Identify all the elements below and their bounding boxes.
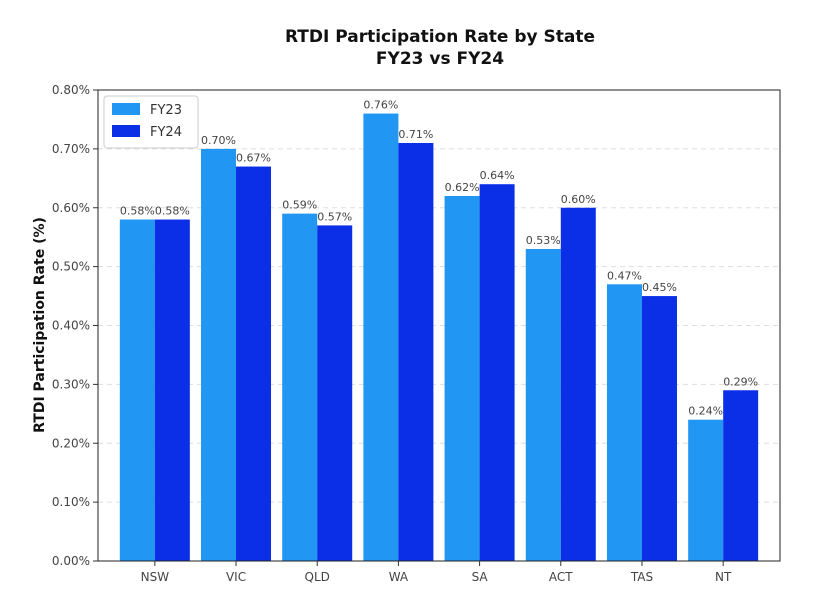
legend-label-fy23: FY23: [150, 103, 182, 118]
x-tick-label: WA: [389, 570, 409, 584]
data-label: 0.47%: [607, 269, 642, 282]
data-label: 0.62%: [445, 181, 480, 194]
y-tick-label: 0.20%: [52, 436, 90, 450]
bar-fy24-nsw: [154, 219, 190, 561]
chart-title-line1: RTDI Participation Rate by State: [285, 27, 595, 47]
bar-fy24-act: [560, 207, 596, 561]
y-tick-label: 0.40%: [52, 319, 90, 333]
data-label: 0.67%: [236, 152, 271, 165]
legend: FY23 FY24: [103, 95, 199, 149]
data-label: 0.45%: [642, 281, 677, 294]
bar-fy24-wa: [398, 142, 434, 562]
x-tick-label: NT: [715, 570, 732, 584]
bar-fy23-sa: [444, 195, 480, 561]
data-label: 0.58%: [155, 205, 190, 218]
data-label: 0.71%: [398, 128, 433, 141]
data-label: 0.59%: [282, 199, 317, 212]
y-tick-label: 0.70%: [52, 142, 90, 156]
bars: [119, 113, 759, 562]
x-tick-label: QLD: [305, 570, 330, 584]
data-label: 0.76%: [363, 99, 398, 112]
x-tick-label: TAS: [630, 570, 653, 584]
data-label: 0.29%: [723, 375, 758, 388]
y-tick-label: 0.30%: [52, 377, 90, 391]
data-label: 0.60%: [561, 193, 596, 206]
bar-fy23-wa: [363, 113, 399, 562]
bar-fy23-vic: [201, 148, 237, 561]
x-tick-label: SA: [472, 570, 489, 584]
y-axis-label: RTDI Participation Rate (%): [32, 217, 48, 433]
axes: 0.00% 0.10% 0.20% 0.30% 0.40% 0.50% 0.60% 0.70%…: [52, 83, 781, 584]
bar-fy23-nsw: [119, 219, 155, 561]
bar-fy24-nt: [723, 390, 759, 561]
y-tick-label: 0.80%: [52, 83, 90, 97]
bar-fy24-vic: [236, 166, 272, 561]
x-tick-label: NSW: [141, 570, 170, 584]
data-label: 0.57%: [317, 210, 352, 223]
data-label: 0.58%: [120, 205, 155, 218]
y-tick-label: 0.10%: [52, 495, 90, 509]
bar-fy24-qld: [317, 225, 353, 561]
bar-fy23-tas: [606, 284, 642, 561]
y-tick-label: 0.50%: [52, 260, 90, 274]
data-label: 0.24%: [688, 405, 723, 418]
y-tick-label: 0.60%: [52, 201, 90, 215]
legend-label-fy24: FY24: [150, 125, 182, 140]
bar-fy23-qld: [282, 213, 318, 561]
bar-fy24-sa: [479, 184, 515, 561]
data-label: 0.53%: [526, 234, 561, 247]
bar-fy23-act: [525, 248, 561, 561]
x-tick-label: VIC: [226, 570, 246, 584]
legend-swatch-fy24: [112, 125, 140, 137]
data-label: 0.70%: [201, 134, 236, 147]
y-tick-label: 0.00%: [52, 554, 90, 568]
gridlines: [98, 148, 780, 503]
plot-frame: [97, 89, 781, 562]
data-labels: 0.58% 0.58% 0.70%0.67% 0.59%0.57% 0.76% 0.71%…: [120, 99, 758, 418]
x-tick-label: ACT: [549, 570, 573, 584]
chart-title-line2: FY23 vs FY24: [376, 49, 504, 69]
bar-fy24-tas: [641, 296, 677, 561]
legend-swatch-fy23: [112, 103, 140, 115]
data-label: 0.64%: [480, 169, 515, 182]
bar-fy23-nt: [688, 419, 724, 561]
